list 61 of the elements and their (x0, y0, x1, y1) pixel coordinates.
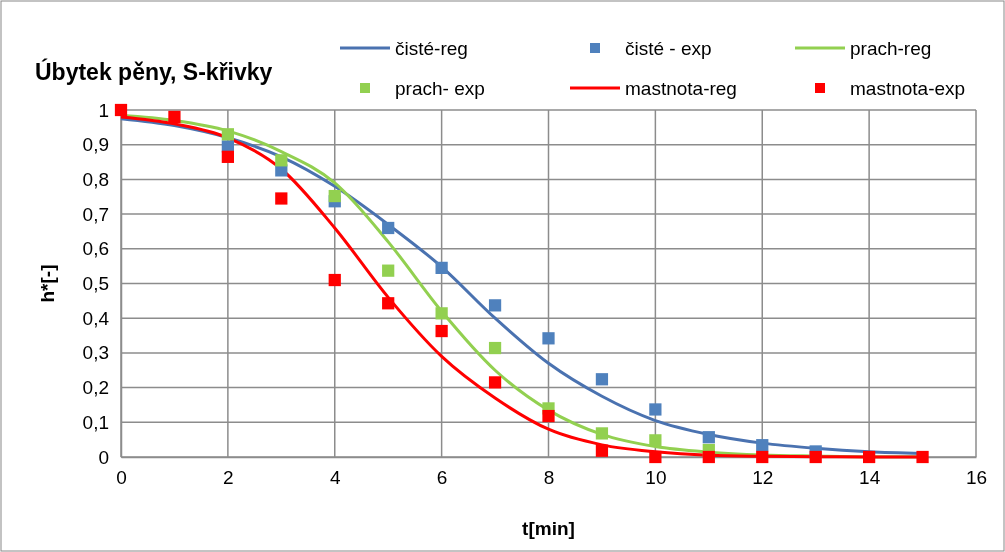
point (275, 154, 288, 167)
y-tick-label: 0,2 (82, 377, 109, 399)
point (488, 341, 502, 355)
y-tick-label: 1 (98, 99, 109, 121)
x-tick-label: 8 (543, 467, 555, 489)
chart-title: Úbytek pěny, S-křivky (35, 58, 273, 85)
y-tick-label: 0,3 (82, 342, 109, 364)
y-tick-label: 0,7 (82, 203, 109, 225)
point (863, 450, 876, 464)
point (382, 264, 395, 277)
point (435, 261, 448, 275)
y-tick-label: 0,4 (82, 307, 110, 329)
point (756, 450, 769, 464)
point (488, 376, 502, 389)
legend-label: čisté - exp (625, 38, 712, 59)
legend-label: prach-reg (850, 38, 932, 59)
legend-label: prach- exp (395, 78, 485, 99)
point (916, 450, 929, 464)
y-tick-label: 0,8 (82, 168, 109, 190)
point (649, 450, 662, 464)
x-tick-label: 16 (965, 467, 988, 489)
y-tick-label: 0 (98, 446, 109, 468)
x-axis-title: t[min] (522, 518, 575, 539)
x-tick-label: 6 (436, 467, 448, 489)
legend-label: mastnota-reg (625, 78, 737, 99)
point (809, 450, 822, 464)
point (649, 434, 662, 447)
x-tick-label: 10 (645, 467, 667, 489)
x-tick-label: 12 (752, 467, 774, 489)
point (328, 273, 341, 287)
x-tick-label: 0 (116, 467, 127, 489)
point (114, 103, 128, 117)
point (542, 409, 555, 423)
point (328, 189, 341, 203)
point (595, 444, 609, 457)
point (168, 110, 181, 124)
y-tick-label: 0,5 (82, 273, 109, 295)
point (221, 128, 234, 141)
point (649, 403, 662, 416)
point (702, 450, 715, 464)
point (542, 332, 555, 345)
point (702, 431, 715, 444)
point (595, 373, 609, 386)
x-tick-label: 2 (223, 467, 234, 489)
point (221, 150, 234, 163)
point (382, 221, 395, 235)
point (435, 324, 448, 338)
y-tick-label: 0,6 (82, 238, 109, 260)
point (595, 427, 609, 440)
y-tick-label: 0,9 (82, 134, 109, 156)
point (756, 439, 769, 452)
legend-label: mastnota-exp (850, 78, 966, 99)
point (275, 192, 288, 205)
y-tick-label: 0,1 (82, 411, 109, 433)
x-tick-label: 4 (329, 467, 341, 489)
x-tick-label: 14 (859, 467, 881, 489)
point (488, 299, 502, 312)
point (382, 297, 395, 310)
y-axis-title: h*[-] (37, 264, 58, 303)
legend-label: čisté-reg (395, 38, 468, 59)
point (435, 307, 448, 320)
